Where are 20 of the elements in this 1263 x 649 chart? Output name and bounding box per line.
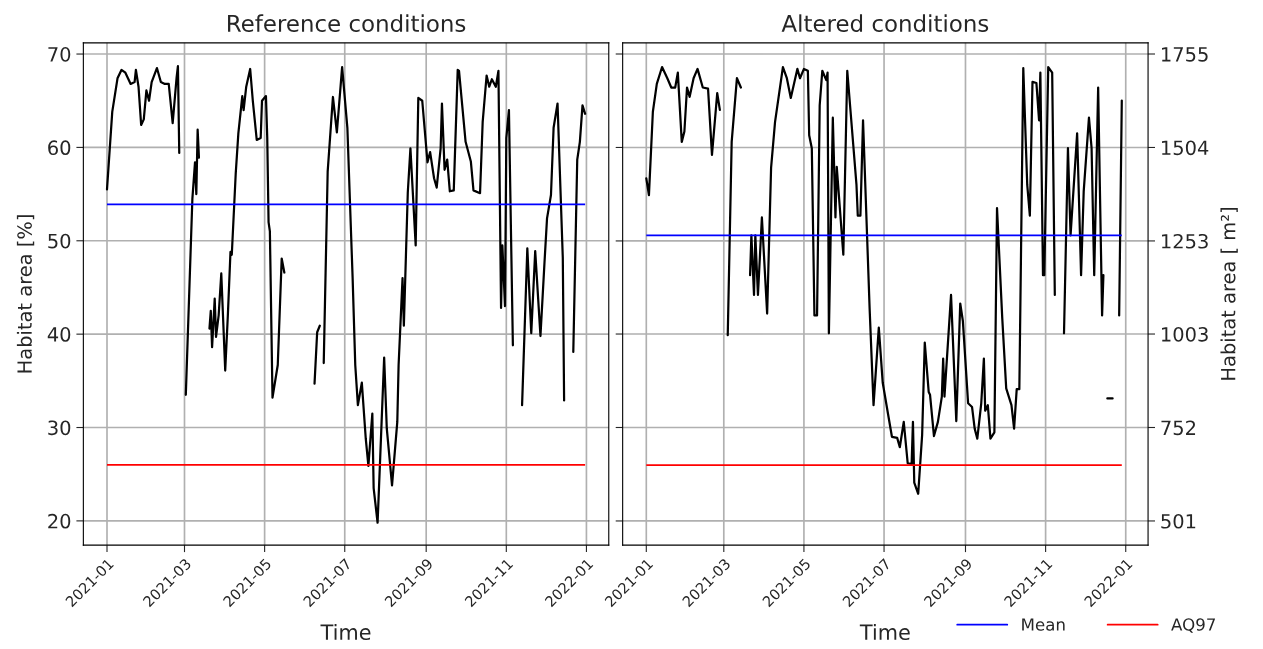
x-axis-title: Time: [320, 623, 371, 641]
y-axis-title: Habitat area [%]: [16, 215, 35, 373]
y-tick-label: 30: [48, 420, 71, 436]
y-tick-label: 60: [48, 140, 71, 156]
y2-tick-label: 1253: [1162, 233, 1208, 249]
y2-tick-label: 1755: [1162, 47, 1208, 62]
y2-tick-label: 1504: [1162, 140, 1209, 156]
y2-axis-title: Habitat area [ m²]: [1220, 208, 1238, 380]
legend-label: Mean: [1022, 618, 1065, 631]
chart-title: Reference conditions: [228, 14, 466, 33]
chart-title: Altered conditions: [781, 14, 989, 33]
y2-tick-label: 501: [1161, 513, 1196, 529]
legend-label: AQ97: [1171, 618, 1215, 633]
y-tick-label: 40: [47, 327, 71, 342]
y2-tick-label: 752: [1161, 420, 1196, 436]
y-tick-label: 50: [48, 233, 71, 249]
y2-tick-label: 1003: [1162, 326, 1208, 342]
x-axis-title: Time: [859, 623, 910, 641]
y-tick-label: 70: [48, 46, 71, 62]
y-tick-label: 20: [48, 513, 71, 529]
